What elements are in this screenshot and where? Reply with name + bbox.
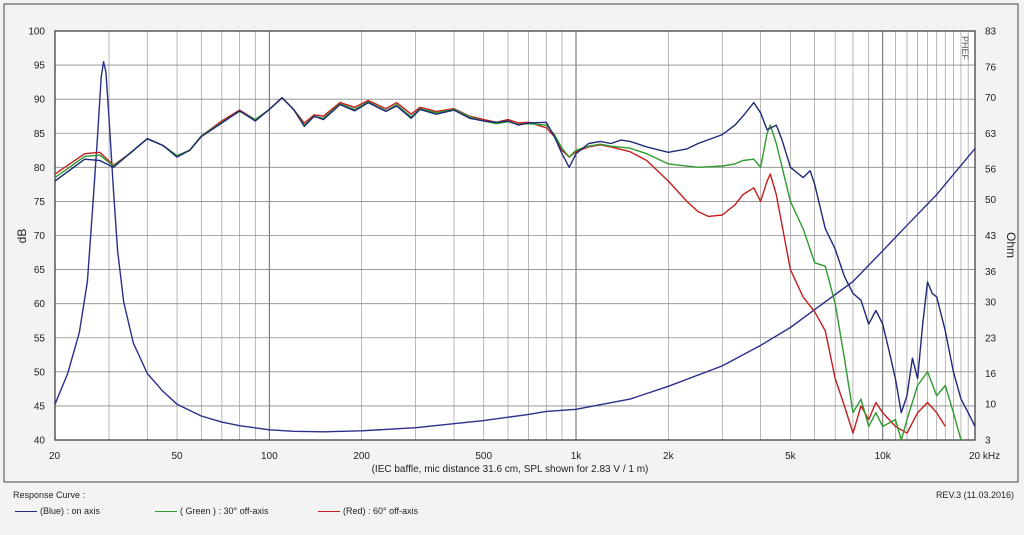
legend-label-blue: (Blue) : on axis [40,506,101,516]
legend-swatch-blue [15,510,37,512]
legend-item-red: (Red) : 60° off-axis [318,506,418,516]
x-tick-label: 50 [171,451,183,462]
y-tick-label-right: 36 [985,267,997,278]
legend-swatch-red [318,510,340,512]
y-axis-label-left: dB [15,229,29,244]
y-tick-label-right: 10 [985,400,997,411]
y-tick-label-right: 56 [985,165,997,176]
x-axis-label: (IEC baffle, mic distance 31.6 cm, SPL s… [372,464,649,475]
y-tick-label-right: 3 [985,436,991,447]
y-tick-label-left: 70 [34,231,46,242]
series-line-30-off-axis [54,97,962,441]
series-line-impedance [54,61,976,433]
right-top-label: PHEF [960,36,970,61]
y-tick-label-left: 50 [34,367,46,378]
y-tick-label-left: 80 [34,163,46,174]
legend-label-red: (Red) : 60° off-axis [343,506,418,516]
y-tick-label-left: 90 [34,95,46,106]
x-tick-label: 200 [353,451,370,462]
legend-swatch-green [155,510,177,512]
y-tick-label-right: 70 [985,93,997,104]
legend: Response Curve : REV.3 (11.03.2016) (Blu… [0,487,1024,535]
x-tick-label: 5k [785,451,797,462]
legend-label-green: ( Green ) : 30° off-axis [180,506,269,516]
y-tick-label-right: 16 [985,369,997,380]
plot-border [54,30,976,441]
y-tick-label-left: 75 [34,197,46,208]
x-tick-label: 2k [663,451,675,462]
legend-item-green: ( Green ) : 30° off-axis [155,506,268,516]
x-tick-label: 500 [475,451,492,462]
legend-item-blue: (Blue) : on axis [15,506,100,516]
y-tick-label-right: 43 [985,231,997,242]
y-tick-label-left: 60 [34,299,46,310]
y-tick-label-left: 65 [34,265,46,276]
y-tick-label-right: 63 [985,129,997,140]
x-tick-label: 20 kHz [969,451,1000,462]
legend-title: Response Curve : [13,490,86,500]
x-tick-label: 20 [49,451,61,462]
y-axis-label-right: Ohm [1004,232,1018,258]
y-tick-label-right: 83 [985,27,997,38]
chart-svg: 100 95 90 85 80 75 70 65 60 55 50 45 40 83 76 70 63 56 50 4… [3,3,1019,483]
y-tick-label-left: 95 [34,61,46,72]
y-tick-label-right: 50 [985,195,997,206]
y-tick-label-right: 30 [985,297,997,308]
revision-label: REV.3 (11.03.2016) [935,490,1014,500]
x-tick-label: 100 [261,451,278,462]
y-tick-label-left: 45 [34,401,46,412]
y-tick-label-left: 100 [28,27,45,38]
series-line-on-axis [54,97,976,427]
y-tick-label-right: 76 [985,62,997,73]
y-tick-label-left: 40 [34,436,46,447]
y-tick-label-left: 85 [34,129,46,140]
x-tick-label: 10k [875,451,892,462]
y-tick-label-left: 55 [34,333,46,344]
x-tick-label: 1k [571,451,583,462]
y-tick-label-right: 23 [985,333,997,344]
